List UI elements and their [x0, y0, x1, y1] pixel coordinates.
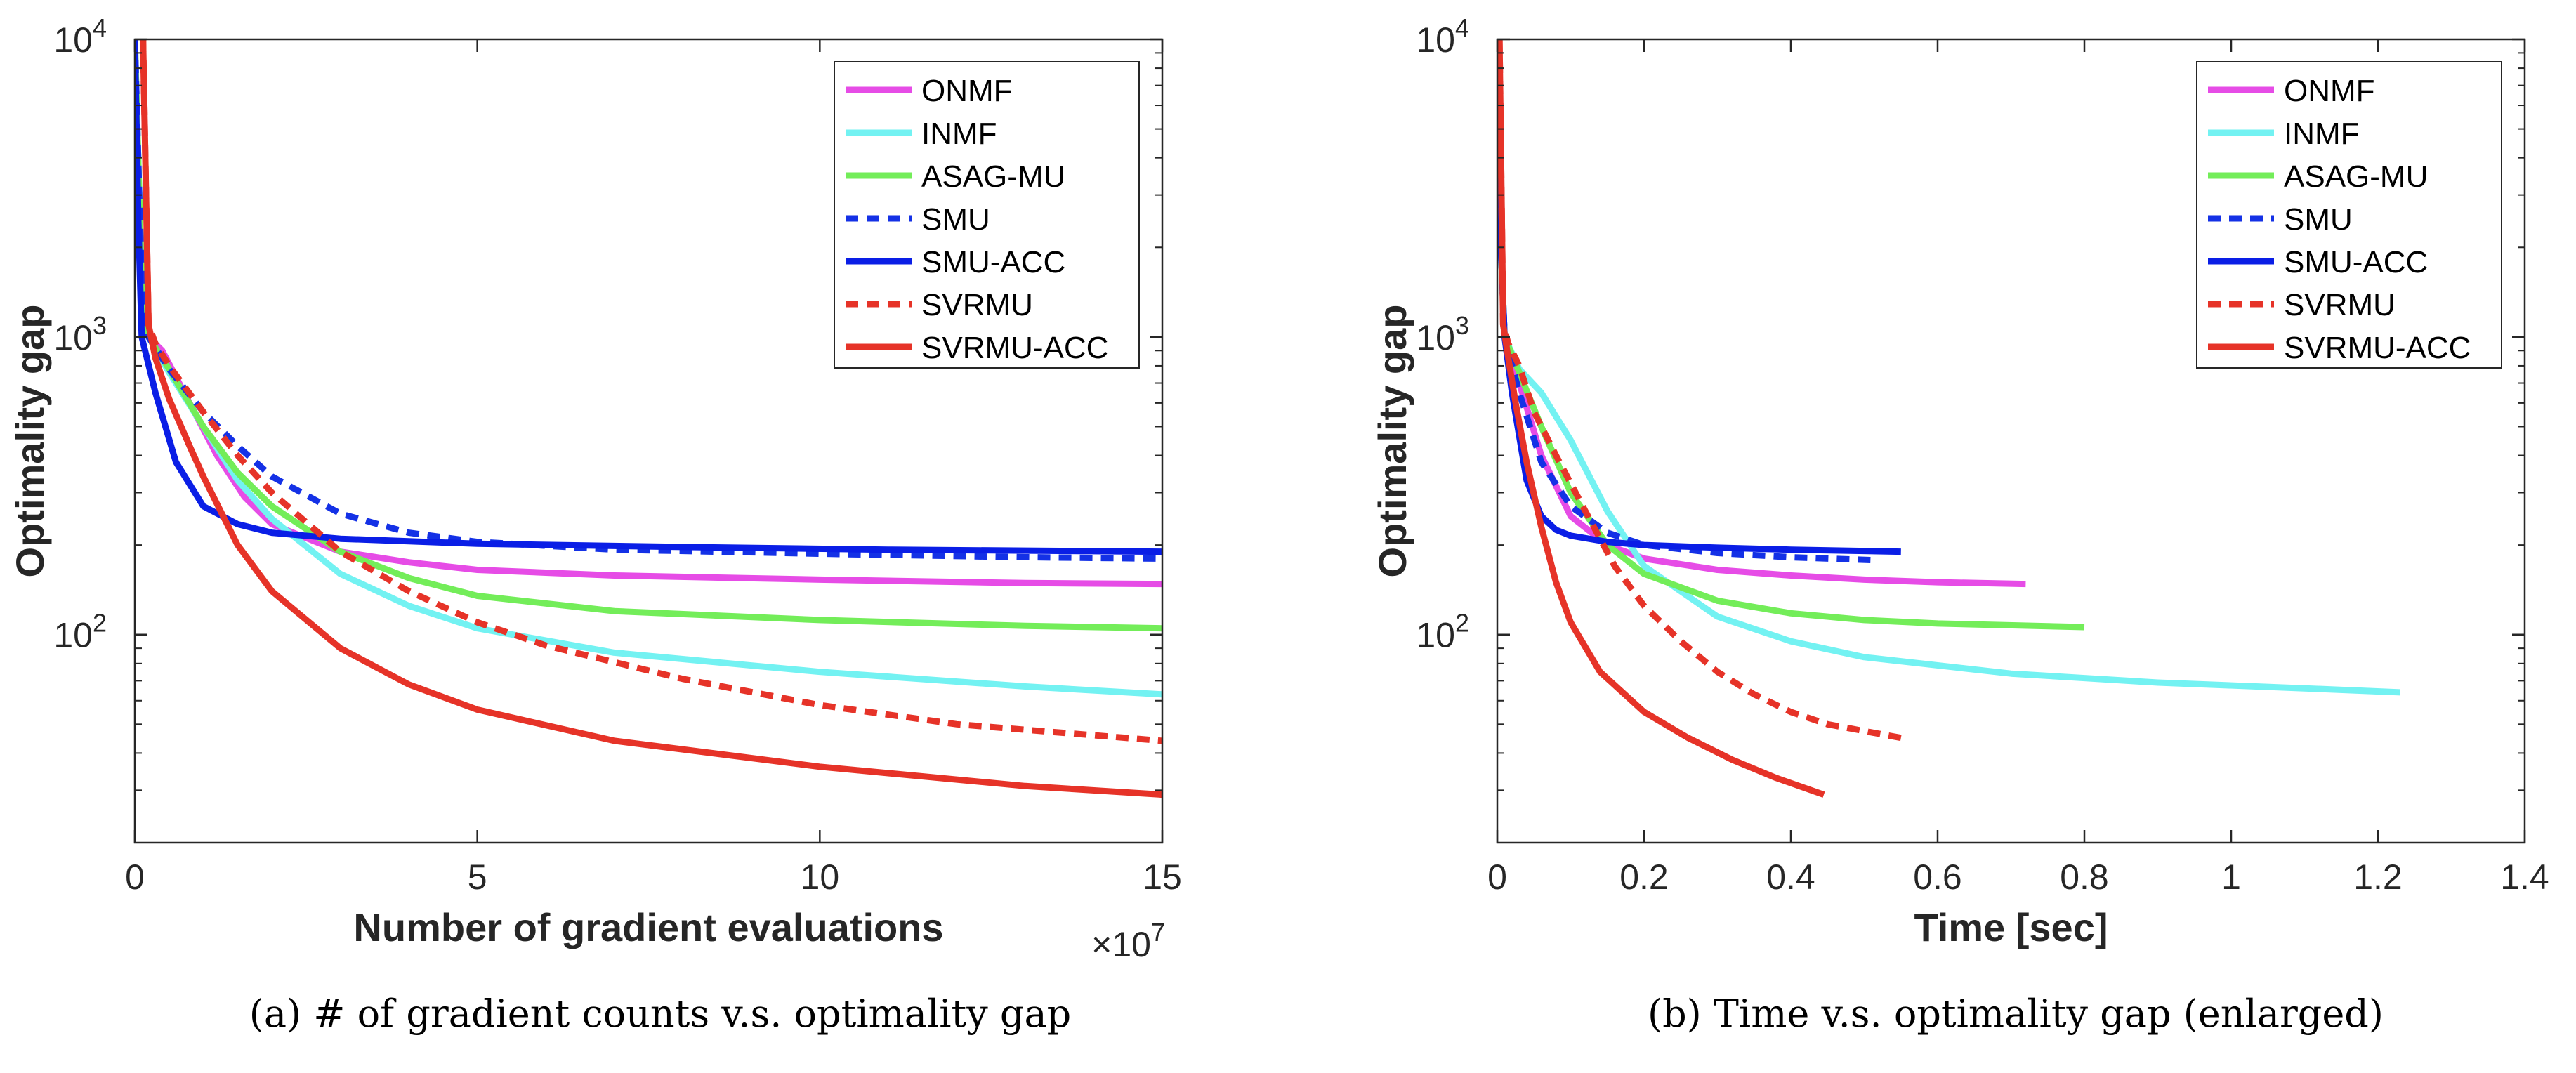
x-tick-label: 0.2	[1619, 857, 1669, 897]
legend: ONMF INMF ASAG-MU SMU SMU-ACC SVRMU SVRMU-ACC	[2196, 61, 2502, 369]
y-tick-label: 104	[53, 13, 107, 60]
x-tick-label: 0	[125, 857, 145, 897]
y-tick-exponent: 4	[93, 13, 107, 42]
x-tick-label: 5	[468, 857, 487, 897]
x-axis-label: Time [sec]	[1914, 905, 2108, 949]
series-line-smu	[1497, 39, 1872, 564]
legend-label-onmf: ONMF	[921, 74, 1013, 108]
series-line-svrmu	[1497, 39, 1902, 742]
x-tick-label: 1.2	[2353, 857, 2403, 897]
legend-label-svrmu-acc: SVRMU-ACC	[2284, 331, 2471, 365]
legend: ONMF INMF ASAG-MU SMU SMU-ACC SVRMU SVRMU-ACC	[834, 61, 1140, 369]
legend-label-inmf: INMF	[2284, 117, 2360, 151]
legend-label-asag-mu: ASAG-MU	[921, 159, 1065, 194]
y-tick-exponent: 4	[1455, 13, 1469, 42]
x-multiplier-label: ×107	[1091, 918, 1165, 964]
x-tick-label: 0.4	[1766, 857, 1815, 897]
series-group	[1497, 39, 2400, 798]
x-tick-label: 0.8	[2060, 857, 2109, 897]
y-tick-label: 103	[53, 311, 107, 357]
y-tick-exponent: 3	[1455, 311, 1469, 340]
legend-box	[2196, 61, 2502, 369]
y-tick-base: 10	[1416, 616, 1455, 655]
y-tick-base: 10	[53, 616, 93, 655]
x-tick-label: 1.4	[2500, 857, 2549, 897]
y-tick-label: 103	[1416, 311, 1469, 357]
y-axis-label: Optimality gap	[1370, 305, 1414, 578]
legend-label-smu-acc: SMU-ACC	[921, 245, 1065, 279]
legend-label-smu: SMU	[921, 202, 990, 237]
x-multiplier-base: ×10	[1091, 925, 1151, 964]
y-tick-label: 102	[1416, 609, 1469, 655]
legend-label-svrmu: SVRMU	[921, 288, 1033, 322]
x-tick-label: 0.6	[1913, 857, 1962, 897]
x-tick-label: 10	[801, 857, 840, 897]
caption: (b) Time v.s. optimality gap (enlarged)	[1648, 992, 2384, 1036]
y-axis-label: Optimality gap	[8, 305, 52, 578]
legend-label-onmf: ONMF	[2284, 74, 2375, 108]
legend-label-svrmu-acc: SVRMU-ACC	[921, 331, 1108, 365]
y-tick-exponent: 3	[93, 311, 107, 340]
y-tick-exponent: 2	[93, 609, 107, 638]
legend-label-svrmu: SVRMU	[2284, 288, 2396, 322]
caption: (a) # of gradient counts v.s. optimality…	[249, 992, 1071, 1036]
legend-box	[834, 61, 1140, 369]
y-tick-label: 104	[1416, 13, 1469, 60]
series-line-svrmu-acc	[1497, 39, 1825, 798]
y-tick-exponent: 2	[1455, 609, 1469, 638]
x-tick-label: 1	[2221, 857, 2241, 897]
x-axis-label: Number of gradient evaluations	[353, 905, 943, 949]
series-group	[135, 39, 1162, 798]
x-tick-label: 15	[1143, 857, 1182, 897]
y-tick-base: 10	[53, 20, 93, 60]
axes-box	[133, 38, 1164, 844]
legend-label-inmf: INMF	[921, 117, 997, 151]
legend-label-asag-mu: ASAG-MU	[2284, 159, 2428, 194]
y-tick-base: 10	[53, 318, 93, 357]
y-tick-base: 10	[1416, 318, 1455, 357]
x-multiplier-exponent: 7	[1151, 918, 1165, 947]
y-tick-base: 10	[1416, 20, 1455, 60]
x-tick-label: 0	[1487, 857, 1507, 897]
series-line-svrmu-acc	[140, 39, 1162, 798]
legend-label-smu-acc: SMU-ACC	[2284, 245, 2428, 279]
y-tick-label: 102	[53, 609, 107, 655]
axes-box	[1496, 38, 2526, 844]
legend-label-smu: SMU	[2284, 202, 2353, 237]
